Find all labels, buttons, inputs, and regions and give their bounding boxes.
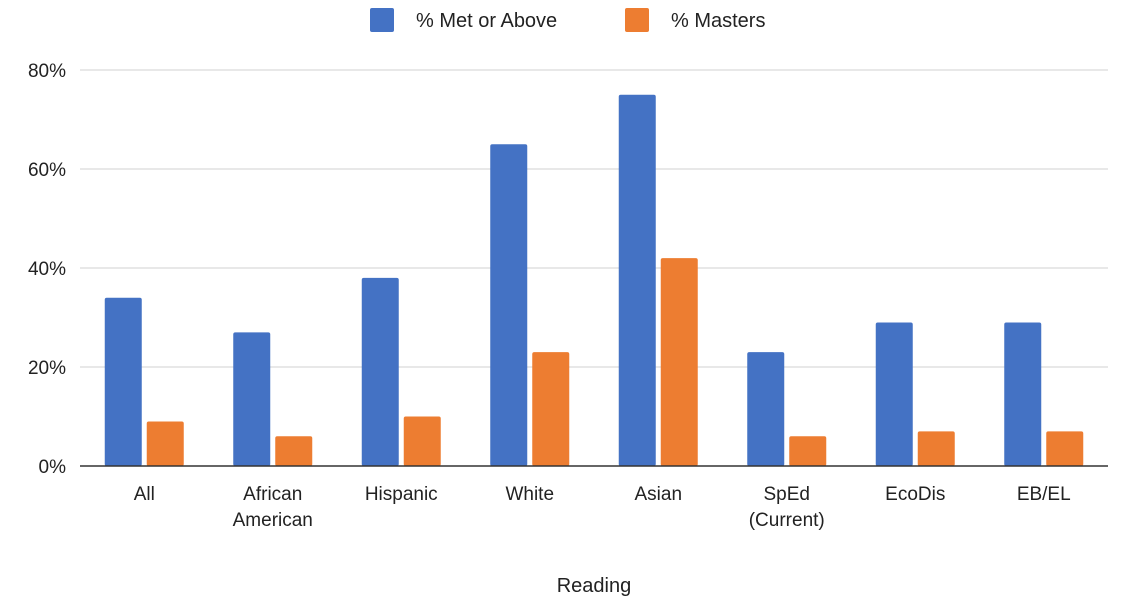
bar-met-or-above bbox=[618, 94, 656, 466]
legend-label: % Met or Above bbox=[416, 10, 557, 32]
bar-masters bbox=[1046, 431, 1084, 466]
x-category-label: Hispanic bbox=[365, 484, 438, 505]
x-category-label: Asian bbox=[634, 484, 682, 505]
y-tick-label: 0% bbox=[39, 457, 67, 478]
x-category-label: All bbox=[134, 484, 155, 505]
legend-swatch bbox=[625, 8, 649, 32]
bar-masters bbox=[789, 436, 827, 466]
bars bbox=[104, 94, 1084, 466]
bar-met-or-above bbox=[490, 144, 528, 466]
bar-masters bbox=[532, 352, 570, 466]
bar-met-or-above bbox=[747, 352, 785, 466]
y-tick-label: 80% bbox=[28, 61, 66, 82]
bar-masters bbox=[403, 416, 441, 466]
legend: % Met or Above % Masters bbox=[370, 8, 765, 32]
x-category-label: EcoDis bbox=[885, 484, 945, 505]
bar-met-or-above bbox=[233, 332, 271, 466]
bar-masters bbox=[146, 421, 184, 466]
bar-met-or-above bbox=[875, 322, 913, 466]
bar-met-or-above bbox=[1004, 322, 1042, 466]
x-category-label: EB/EL bbox=[1017, 484, 1071, 505]
x-category-label: African American bbox=[233, 484, 313, 531]
y-tick-label: 40% bbox=[28, 259, 66, 280]
bar-masters bbox=[917, 431, 955, 466]
bar-masters bbox=[660, 258, 698, 466]
bar-masters bbox=[275, 436, 313, 466]
y-axis-ticks: 0% 20% 40% 60% 80% bbox=[28, 61, 66, 478]
bar-met-or-above bbox=[361, 277, 399, 466]
legend-label: % Masters bbox=[671, 10, 765, 32]
y-tick-label: 60% bbox=[28, 160, 66, 181]
x-axis-title: Reading bbox=[557, 575, 632, 597]
gridlines bbox=[80, 69, 1108, 368]
legend-swatch bbox=[370, 8, 394, 32]
bar-met-or-above bbox=[104, 297, 142, 466]
x-axis-category-labels: All African American Hispanic White Asian SpEd… bbox=[134, 484, 1071, 531]
x-category-label: SpEd (Current) bbox=[749, 484, 825, 531]
x-category-label: White bbox=[505, 484, 554, 505]
y-tick-label: 20% bbox=[28, 358, 66, 379]
